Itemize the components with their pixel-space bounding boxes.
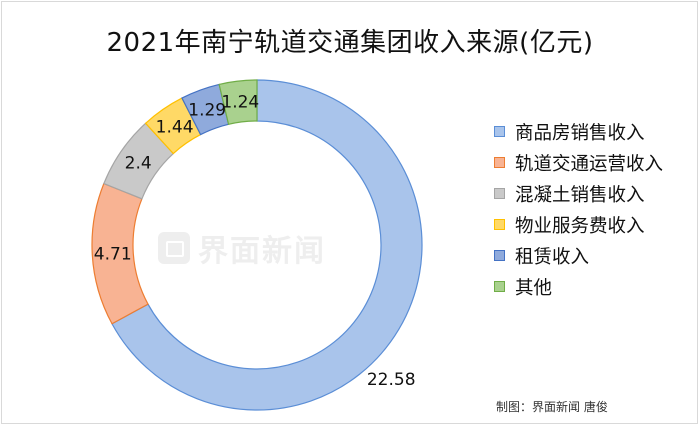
legend-item-2: 轨道交通运营收入 bbox=[494, 147, 663, 178]
donut-slices bbox=[91, 79, 423, 411]
donut-slice-1 bbox=[111, 79, 423, 411]
legend-item-6: 其他 bbox=[494, 271, 663, 302]
data-label-5: 1.29 bbox=[188, 100, 226, 120]
legend-swatch bbox=[494, 157, 505, 168]
legend-item-4: 物业服务费收入 bbox=[494, 209, 663, 240]
data-label-3: 2.4 bbox=[125, 154, 152, 174]
watermark-logo-icon bbox=[158, 232, 190, 264]
legend-label: 混凝土销售收入 bbox=[515, 184, 645, 206]
data-labels: 22.58 4.71 2.41.441.291.24 bbox=[94, 92, 416, 389]
watermark: 界面新闻 bbox=[158, 226, 326, 270]
legend-label: 其他 bbox=[515, 277, 553, 299]
data-label-2: 4.71 bbox=[94, 244, 132, 264]
chart-title: 2021年南宁轨道交通集团收入来源(亿元) bbox=[106, 28, 594, 58]
legend-swatch bbox=[494, 281, 505, 292]
legend-label: 物业服务费收入 bbox=[515, 215, 645, 237]
legend-item-3: 混凝土销售收入 bbox=[494, 178, 663, 209]
donut-slice-6 bbox=[218, 79, 258, 126]
legend-item-5: 租赁收入 bbox=[494, 240, 663, 271]
legend-label: 轨道交通运营收入 bbox=[515, 153, 664, 175]
legend: 商品房销售收入 轨道交通运营收入 混凝土销售收入 物业服务费收入 租赁收入其他 bbox=[494, 116, 663, 302]
data-label-4: 1.44 bbox=[156, 117, 194, 137]
legend-swatch bbox=[494, 250, 505, 261]
legend-swatch bbox=[494, 188, 505, 199]
legend-item-1: 商品房销售收入 bbox=[494, 116, 663, 147]
legend-label: 租赁收入 bbox=[515, 246, 590, 268]
credit-line: 制图：界面新闻 唐俊 bbox=[496, 400, 608, 414]
legend-swatch bbox=[494, 219, 505, 230]
legend-swatch bbox=[494, 126, 505, 137]
data-label-6: 1.24 bbox=[221, 92, 259, 112]
watermark-text: 界面新闻 bbox=[198, 234, 326, 269]
data-label-1: 22.58 bbox=[367, 370, 416, 390]
legend-label: 商品房销售收入 bbox=[515, 122, 645, 144]
